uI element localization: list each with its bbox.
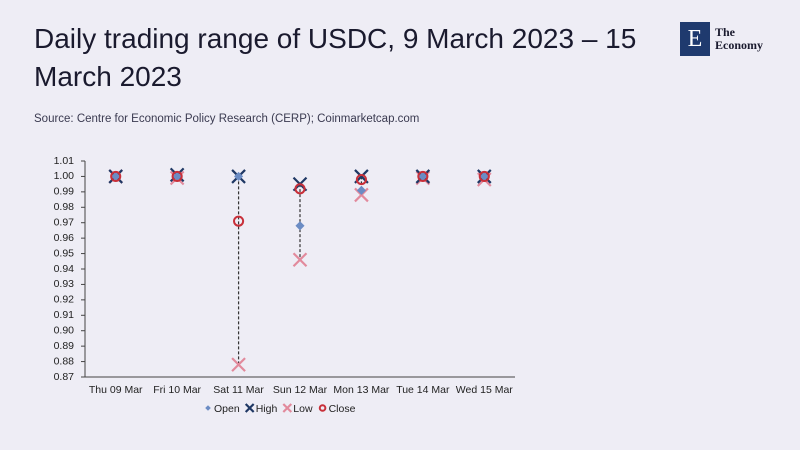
y-tick-label: 0.93 [54, 278, 75, 290]
close-marker [294, 183, 306, 195]
y-tick-label: 0.96 [54, 232, 75, 244]
y-tick-label: 0.97 [54, 216, 75, 228]
close-marker [171, 170, 183, 182]
y-tick-label: 1.00 [54, 170, 75, 182]
y-tick-label: 0.87 [54, 371, 75, 383]
y-tick-label: 0.99 [54, 186, 75, 198]
logo-mark: E [680, 22, 710, 56]
legend-label: Close [329, 403, 356, 415]
close-marker [110, 170, 122, 182]
open-marker [418, 171, 428, 181]
close-marker [417, 170, 429, 182]
close-marker [233, 215, 245, 227]
y-tick-label: 1.01 [54, 155, 75, 167]
legend-label: High [256, 403, 278, 415]
legend-label: Low [293, 403, 313, 415]
chart-title: Daily trading range of USDC, 9 March 202… [34, 23, 637, 92]
x-tick-label: Sat 11 Mar [213, 384, 264, 396]
logo-text: The [715, 25, 736, 39]
y-tick-label: 0.95 [54, 247, 75, 259]
low-marker [231, 357, 246, 372]
legend-symbol [244, 403, 255, 413]
legend-label: Open [214, 403, 240, 415]
x-tick-label: Sun 12 Mar [273, 384, 328, 396]
close-marker [355, 173, 367, 186]
y-tick-label: 0.88 [54, 355, 75, 367]
open-marker [234, 171, 244, 181]
y-tick-label: 0.90 [54, 324, 75, 336]
y-tick-label: 0.91 [54, 309, 75, 321]
logo-text: Economy [715, 38, 763, 52]
x-tick-label: Thu 09 Mar [89, 384, 143, 396]
legend-symbol [318, 404, 327, 412]
source-note: Source: Centre for Economic Policy Resea… [34, 113, 420, 125]
y-tick-label: 0.92 [54, 294, 75, 306]
legend-symbol [205, 405, 211, 411]
low-marker [354, 187, 369, 203]
x-tick-label: Mon 13 Mar [333, 384, 390, 396]
open-marker [295, 221, 305, 231]
y-tick-label: 0.89 [54, 340, 75, 352]
logo: E The Economy [680, 22, 763, 56]
y-tick-label: 0.94 [54, 263, 75, 275]
x-tick-label: Tue 14 Mar [396, 384, 450, 396]
open-marker [111, 171, 121, 181]
open-marker [479, 171, 489, 181]
open-marker [356, 185, 366, 195]
close-marker [478, 170, 490, 182]
open-marker [172, 171, 182, 181]
logo-name: The Economy [715, 26, 763, 52]
x-tick-label: Wed 15 Mar [456, 384, 513, 396]
low-marker [292, 252, 308, 268]
x-tick-label: Fri 10 Mar [153, 384, 201, 396]
y-tick-label: 0.98 [54, 201, 75, 213]
legend-symbol [282, 403, 293, 413]
